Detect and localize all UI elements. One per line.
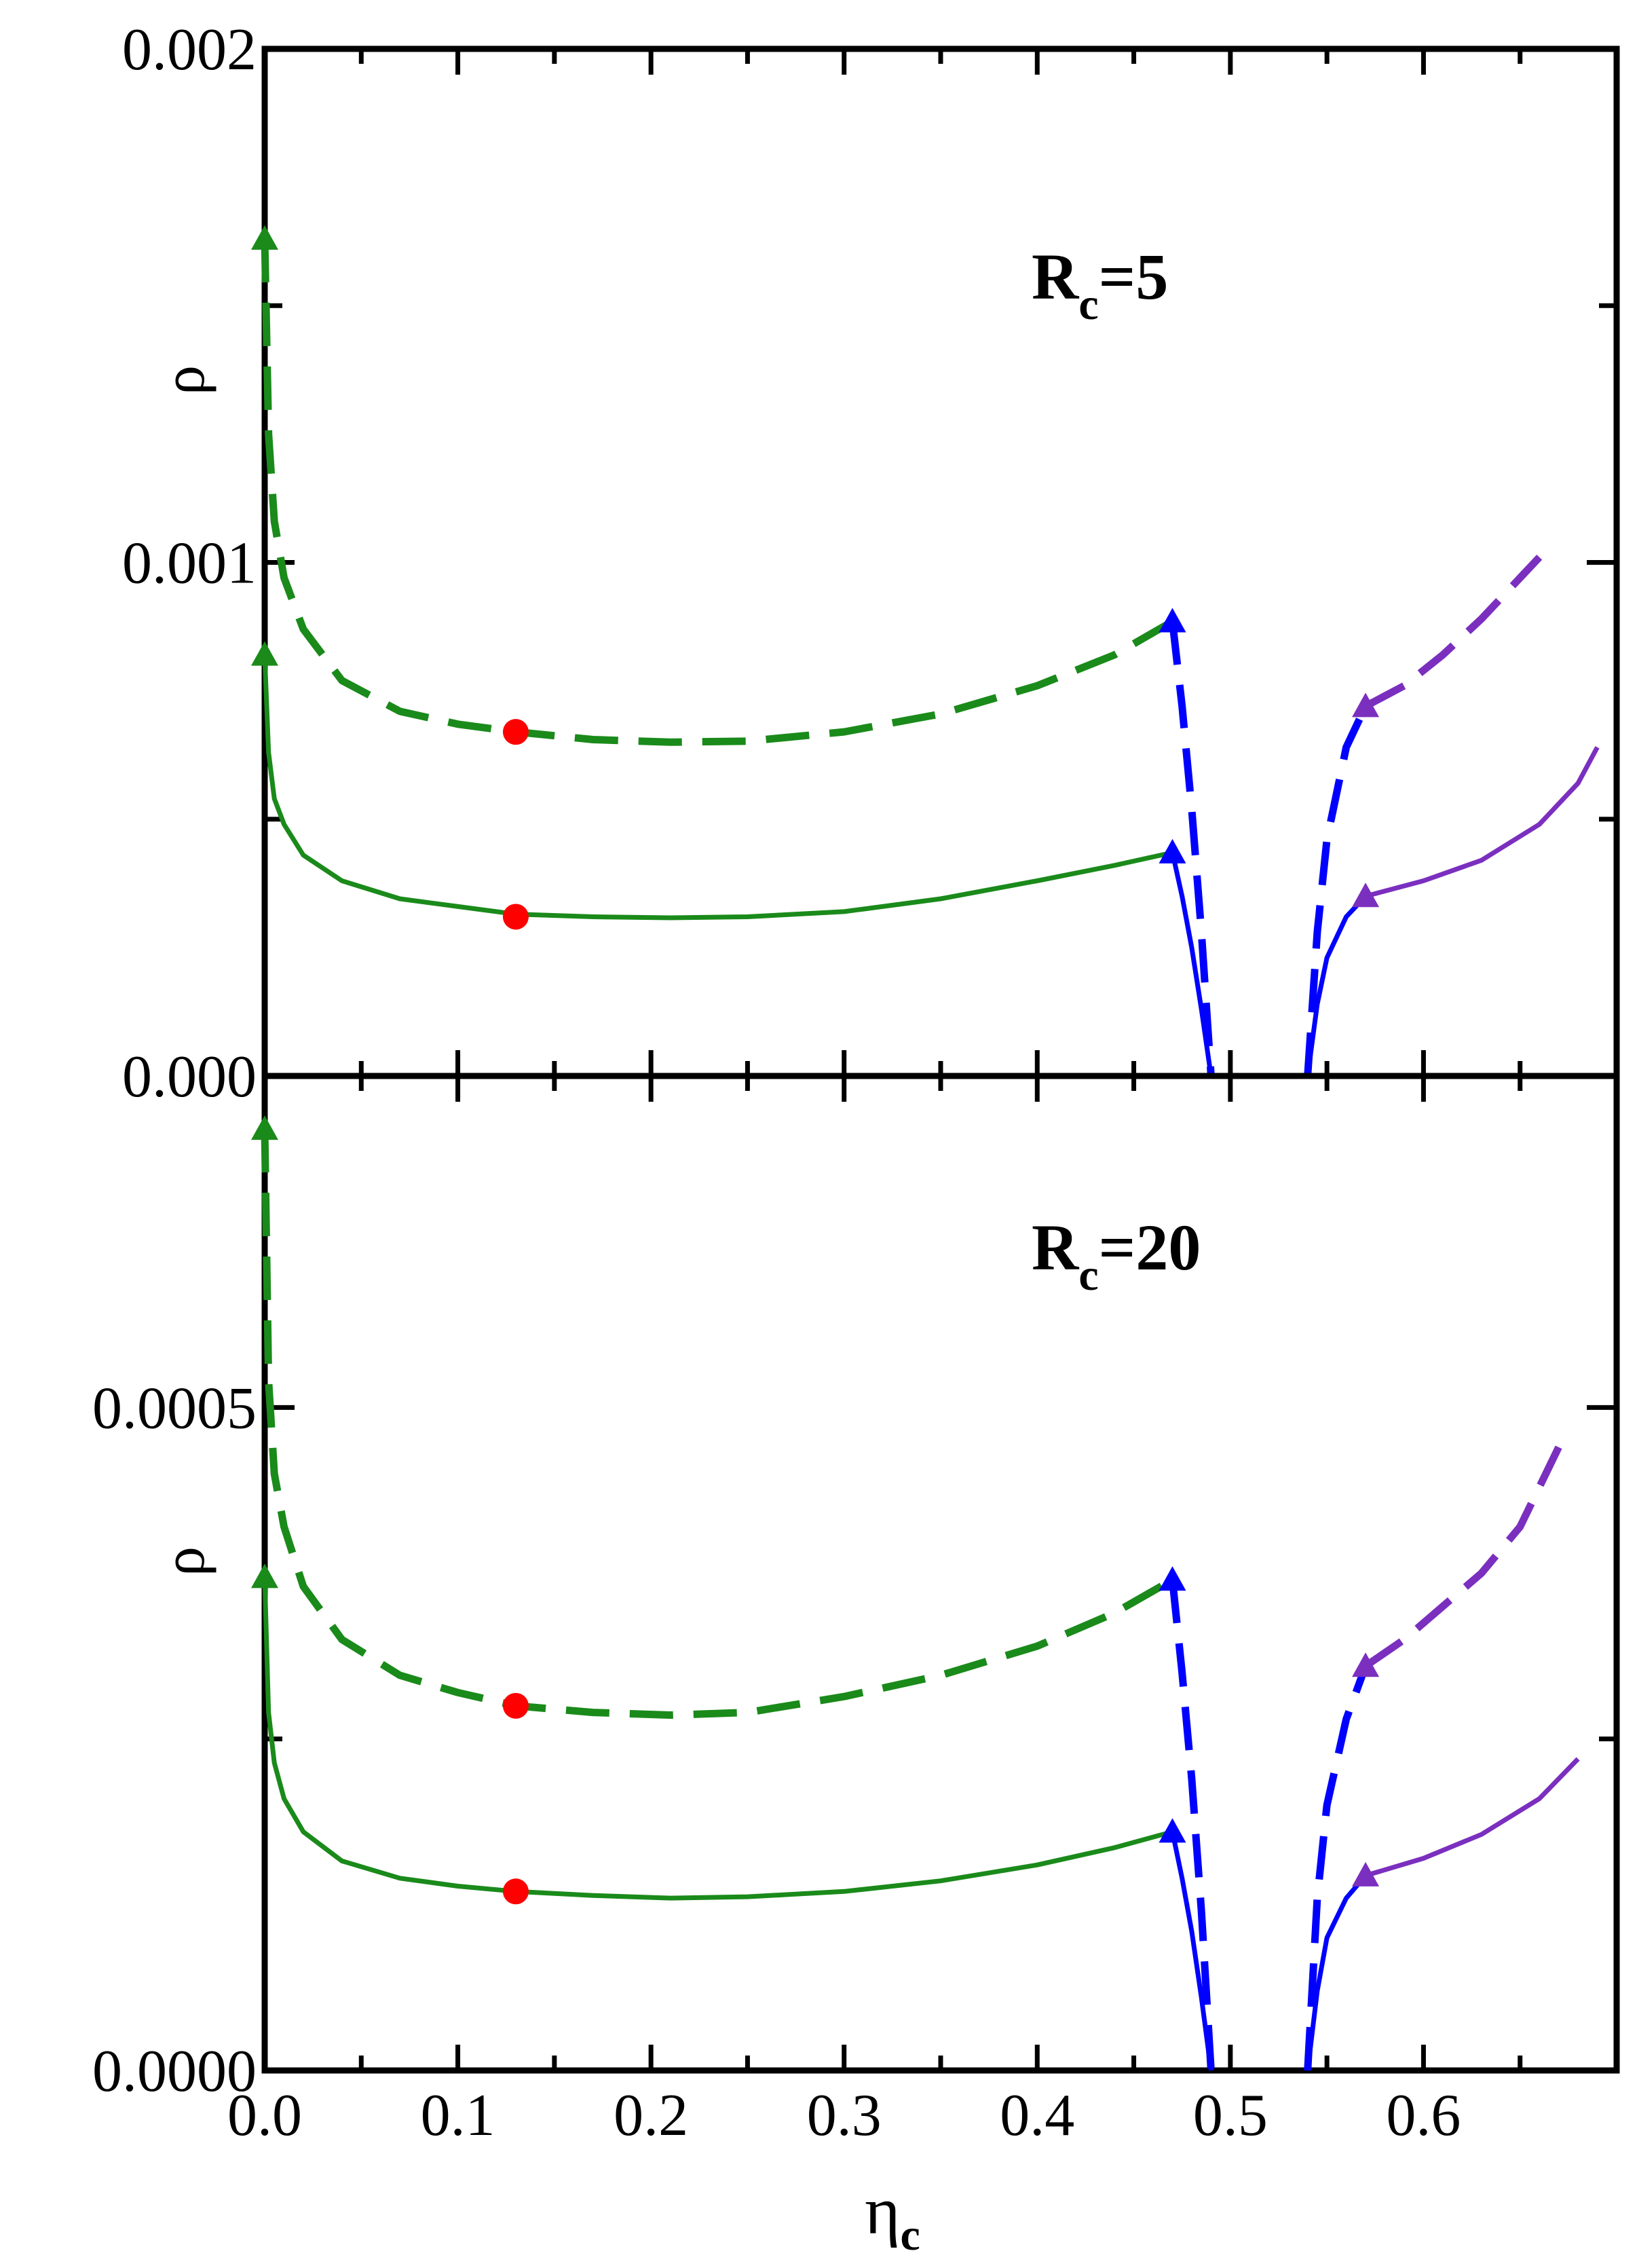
bottom-plot-frame xyxy=(261,1073,1620,2074)
y-tick-label: 0.0005 xyxy=(92,1375,257,1441)
x-tick-label: 0.3 xyxy=(807,2083,882,2149)
top-annotation-subscript: c xyxy=(1078,280,1098,329)
x-axis-label: ηc xyxy=(865,2173,920,2260)
dashed-series-line xyxy=(1304,704,1370,1077)
triangle-marker xyxy=(1159,608,1186,633)
x-tick-label: 0.1 xyxy=(421,2083,495,2149)
dashed-series-line xyxy=(1304,1665,1370,2071)
dashed-series-line xyxy=(1169,1579,1215,2071)
solid-series-line xyxy=(262,654,1173,921)
y-tick-label: 0.000 xyxy=(122,1044,257,1110)
bottom-annotation-value: =20 xyxy=(1099,1211,1201,1284)
x-axis-label-subscript: c xyxy=(901,2210,920,2260)
triangle-marker xyxy=(1159,838,1186,863)
bottom-series xyxy=(261,1129,1580,2071)
circle-marker xyxy=(502,1692,529,1719)
top-y-tick-labels: 0.000 0.001 0.002 xyxy=(122,17,257,1110)
bottom-annotation: Rc=20 xyxy=(1032,1211,1201,1300)
x-tick-label: 0.0 xyxy=(227,2083,302,2149)
circle-marker xyxy=(502,904,529,930)
x-tick-label: 0.4 xyxy=(1000,2083,1074,2149)
top-markers xyxy=(251,225,1380,930)
y-tick-label: 0.001 xyxy=(122,531,257,597)
triangle-marker xyxy=(251,1563,278,1588)
top-annotation-main: R xyxy=(1032,240,1080,313)
triangle-marker xyxy=(1352,1861,1380,1886)
top-y-axis-label: ρ xyxy=(151,365,217,395)
top-ticks xyxy=(265,49,1617,1076)
triangle-marker xyxy=(251,641,278,666)
top-annotation: Rc=5 xyxy=(1032,240,1168,329)
solid-series-line xyxy=(1305,894,1368,1077)
triangle-marker xyxy=(1159,1818,1186,1843)
x-tick-labels: 0.0 0.1 0.2 0.3 0.4 0.5 0.6 xyxy=(227,2083,1461,2149)
top-series xyxy=(261,238,1600,1077)
circle-marker xyxy=(502,719,529,745)
triangle-marker xyxy=(1352,882,1380,908)
triangle-marker xyxy=(1352,1652,1380,1677)
solid-series-line xyxy=(1305,1874,1368,2071)
bottom-y-axis-label: ρ xyxy=(151,1546,217,1576)
solid-series-line xyxy=(1365,1757,1580,1878)
dashed-series-line xyxy=(261,238,1175,746)
bottom-markers xyxy=(251,1115,1380,1905)
bottom-annotation-main: R xyxy=(1032,1211,1080,1284)
top-panel: 0.000 0.001 0.002 ρ Rc=5 xyxy=(122,17,1620,1110)
dashed-series-line xyxy=(1363,1445,1562,1669)
bottom-y-tick-labels: 0.0000 0.0005 xyxy=(92,1375,257,2104)
top-plot-frame xyxy=(261,45,1620,1079)
triangle-marker xyxy=(251,1115,278,1140)
solid-series-line xyxy=(262,1577,1173,1901)
circle-marker xyxy=(502,1878,529,1905)
solid-series-line xyxy=(1365,746,1600,899)
x-tick-label: 0.2 xyxy=(614,2083,688,2149)
x-axis-label-main: η xyxy=(865,2173,900,2248)
triangle-marker xyxy=(1159,1566,1186,1591)
bottom-annotation-subscript: c xyxy=(1078,1250,1098,1300)
x-tick-label: 0.6 xyxy=(1386,2083,1461,2149)
solid-series-line xyxy=(1170,1831,1213,2071)
triangle-marker xyxy=(251,225,278,250)
solid-series-line xyxy=(1170,852,1213,1077)
y-tick-label: 0.0000 xyxy=(92,2039,257,2104)
y-tick-label: 0.002 xyxy=(122,17,257,83)
top-annotation-value: =5 xyxy=(1099,240,1169,313)
bottom-ticks xyxy=(265,1076,1617,2070)
dashed-series-line xyxy=(1363,555,1543,710)
triangle-marker xyxy=(1352,692,1380,718)
x-tick-label: 0.5 xyxy=(1193,2083,1268,2149)
dashed-series-line xyxy=(1169,620,1215,1077)
